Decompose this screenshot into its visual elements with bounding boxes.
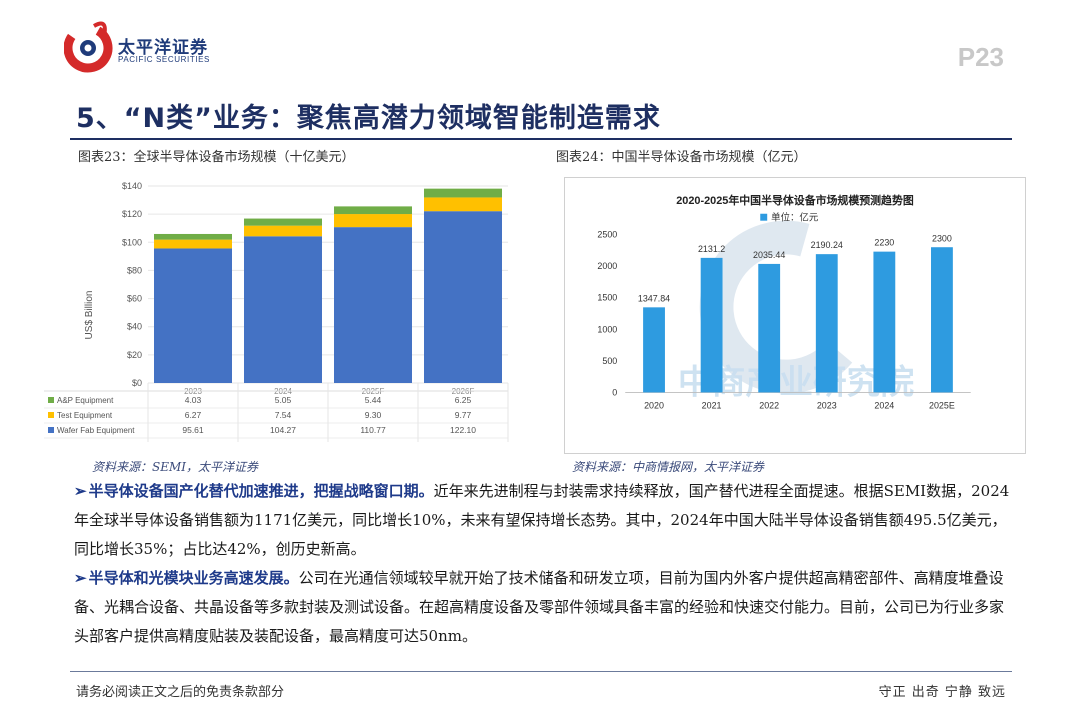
bar-segment (244, 225, 322, 237)
logo-name-cn: 太平洋证券 (118, 38, 208, 58)
table-cell: 6.25 (455, 395, 472, 405)
page-title: 5、“N类”业务：聚焦高潜力领域智能制造需求 (76, 103, 661, 134)
footer-disclaimer: 请务必阅读正文之后的免责条款部分 (76, 685, 285, 700)
x-tick-label: 2025E (929, 400, 955, 410)
data-label: 2131.2 (698, 244, 725, 254)
footer-divider (70, 671, 1012, 672)
data-label: 1347.84 (638, 293, 670, 303)
y-tick-label: 1500 (597, 293, 617, 303)
y-tick-label: $20 (127, 350, 142, 360)
table-cell: 7.54 (275, 410, 292, 420)
table-cell: 95.61 (182, 425, 204, 435)
x-tick-label: 2020 (644, 400, 664, 410)
y-tick-label: $40 (127, 322, 142, 332)
chart-title: 2020-2025年中国半导体设备市场规模预测趋势图 (676, 193, 914, 207)
table-cell: 122.10 (450, 425, 476, 435)
paragraph-text: 公司在光通信领域较早就开始了技术储备和研发立项，目前为国内外客户提供超高精密部件… (74, 569, 1005, 645)
y-tick-label: $100 (122, 237, 142, 247)
paragraph-text: 近年来先进制程与封装需求持续释放，国产替代进程全面提速。根据SEMI数据，202… (74, 482, 1010, 558)
figure-23-label: 图表23：全球半导体设备市场规模（十亿美元） (78, 150, 355, 165)
legend-swatch (48, 412, 54, 418)
x-tick-label: 2021 (702, 400, 722, 410)
bar-segment (154, 248, 232, 383)
arrow-bullet-icon: ➢ (74, 482, 87, 500)
bar-segment (334, 227, 412, 383)
paragraph-lead: 半导体设备国产化替代加速推进，把握战略窗口期。 (88, 482, 434, 500)
y-tick-label: 1000 (597, 324, 617, 334)
y-axis-label: US$ Billion (84, 291, 95, 340)
y-tick-label: $140 (122, 181, 142, 191)
legend-swatch (48, 427, 54, 433)
bar-segment (154, 233, 232, 240)
bar (931, 247, 953, 393)
watermark-logo-icon (699, 220, 873, 394)
logo-name-en: PACIFIC SECURITIES (118, 55, 210, 64)
data-label: 2035.44 (753, 250, 785, 260)
y-tick-label: $80 (127, 265, 142, 275)
figure-24-label: 图表24：中国半导体设备市场规模（亿元） (556, 150, 807, 165)
china-equipment-chart: 中商产业研究院2020-2025年中国半导体设备市场规模预测趋势图单位：亿元05… (564, 177, 1026, 454)
table-cell: 110.77 (360, 425, 386, 435)
bar-segment (424, 197, 502, 212)
table-cell: 9.30 (365, 410, 382, 420)
title-divider (70, 138, 1012, 140)
table-cell: 4.03 (185, 395, 202, 405)
company-logo (63, 12, 224, 76)
footer-motto: 守正 出奇 宁静 致远 (878, 685, 1006, 700)
bar (758, 263, 781, 393)
y-tick-label: $60 (127, 294, 142, 304)
data-label: 2230 (874, 238, 894, 248)
bar (700, 257, 723, 393)
x-tick-label: 2024 (874, 400, 894, 410)
arrow-bullet-icon: ➢ (74, 569, 87, 587)
legend-swatch (48, 397, 54, 403)
paragraph-lead: 半导体和光模块业务高速发展。 (88, 569, 299, 587)
paragraph-optical-module: ➢ 半导体和光模块业务高速发展。公司在光通信领域较早就开始了技术储备和研发立项，目… (74, 564, 1014, 651)
x-tick-label: 2022 (759, 400, 779, 410)
bar (643, 307, 665, 393)
page-number: P23 (957, 42, 1004, 72)
y-tick-label: 500 (602, 356, 617, 366)
bar-segment (424, 188, 502, 198)
legend-swatch (760, 213, 768, 221)
bar-segment (334, 206, 412, 215)
legend-label: A&P Equipment (57, 396, 114, 405)
data-label: 2190.24 (811, 240, 843, 250)
bar-segment (424, 211, 502, 383)
bar (873, 251, 896, 393)
data-label: 2300 (932, 233, 952, 243)
legend-label: Wafer Fab Equipment (57, 426, 135, 435)
figure-24-source: 资料来源：中商情报网，太平洋证券 (572, 460, 765, 474)
table-cell: 6.27 (185, 410, 202, 420)
logo-mark-icon (63, 21, 113, 73)
bar-segment (244, 236, 322, 383)
y-tick-label: $0 (132, 378, 142, 388)
y-tick-label: 0 (612, 387, 617, 397)
table-cell: 9.77 (455, 410, 472, 420)
paragraph-domestic-substitution: ➢ 半导体设备国产化替代加速推进，把握战略窗口期。近年来先进制程与封装需求持续释放… (74, 477, 1014, 564)
x-tick-label: 2023 (817, 400, 837, 410)
bar-segment (244, 218, 322, 226)
y-tick-label: $120 (122, 209, 142, 219)
y-tick-label: 2000 (597, 261, 617, 271)
table-cell: 5.05 (275, 395, 292, 405)
table-cell: 104.27 (270, 425, 296, 435)
bar-segment (334, 214, 412, 228)
legend-label: 单位：亿元 (771, 212, 819, 223)
bar-segment (154, 239, 232, 249)
figure-23-source: 资料来源：SEMI，太平洋证券 (92, 460, 259, 474)
y-tick-label: 2500 (597, 230, 617, 240)
table-cell: 5.44 (365, 395, 382, 405)
legend-label: Test Equipment (57, 411, 113, 420)
global-equipment-chart: US$ Billion $0$20$40$60$80$100$120$14020… (44, 181, 509, 442)
bar (815, 254, 838, 393)
